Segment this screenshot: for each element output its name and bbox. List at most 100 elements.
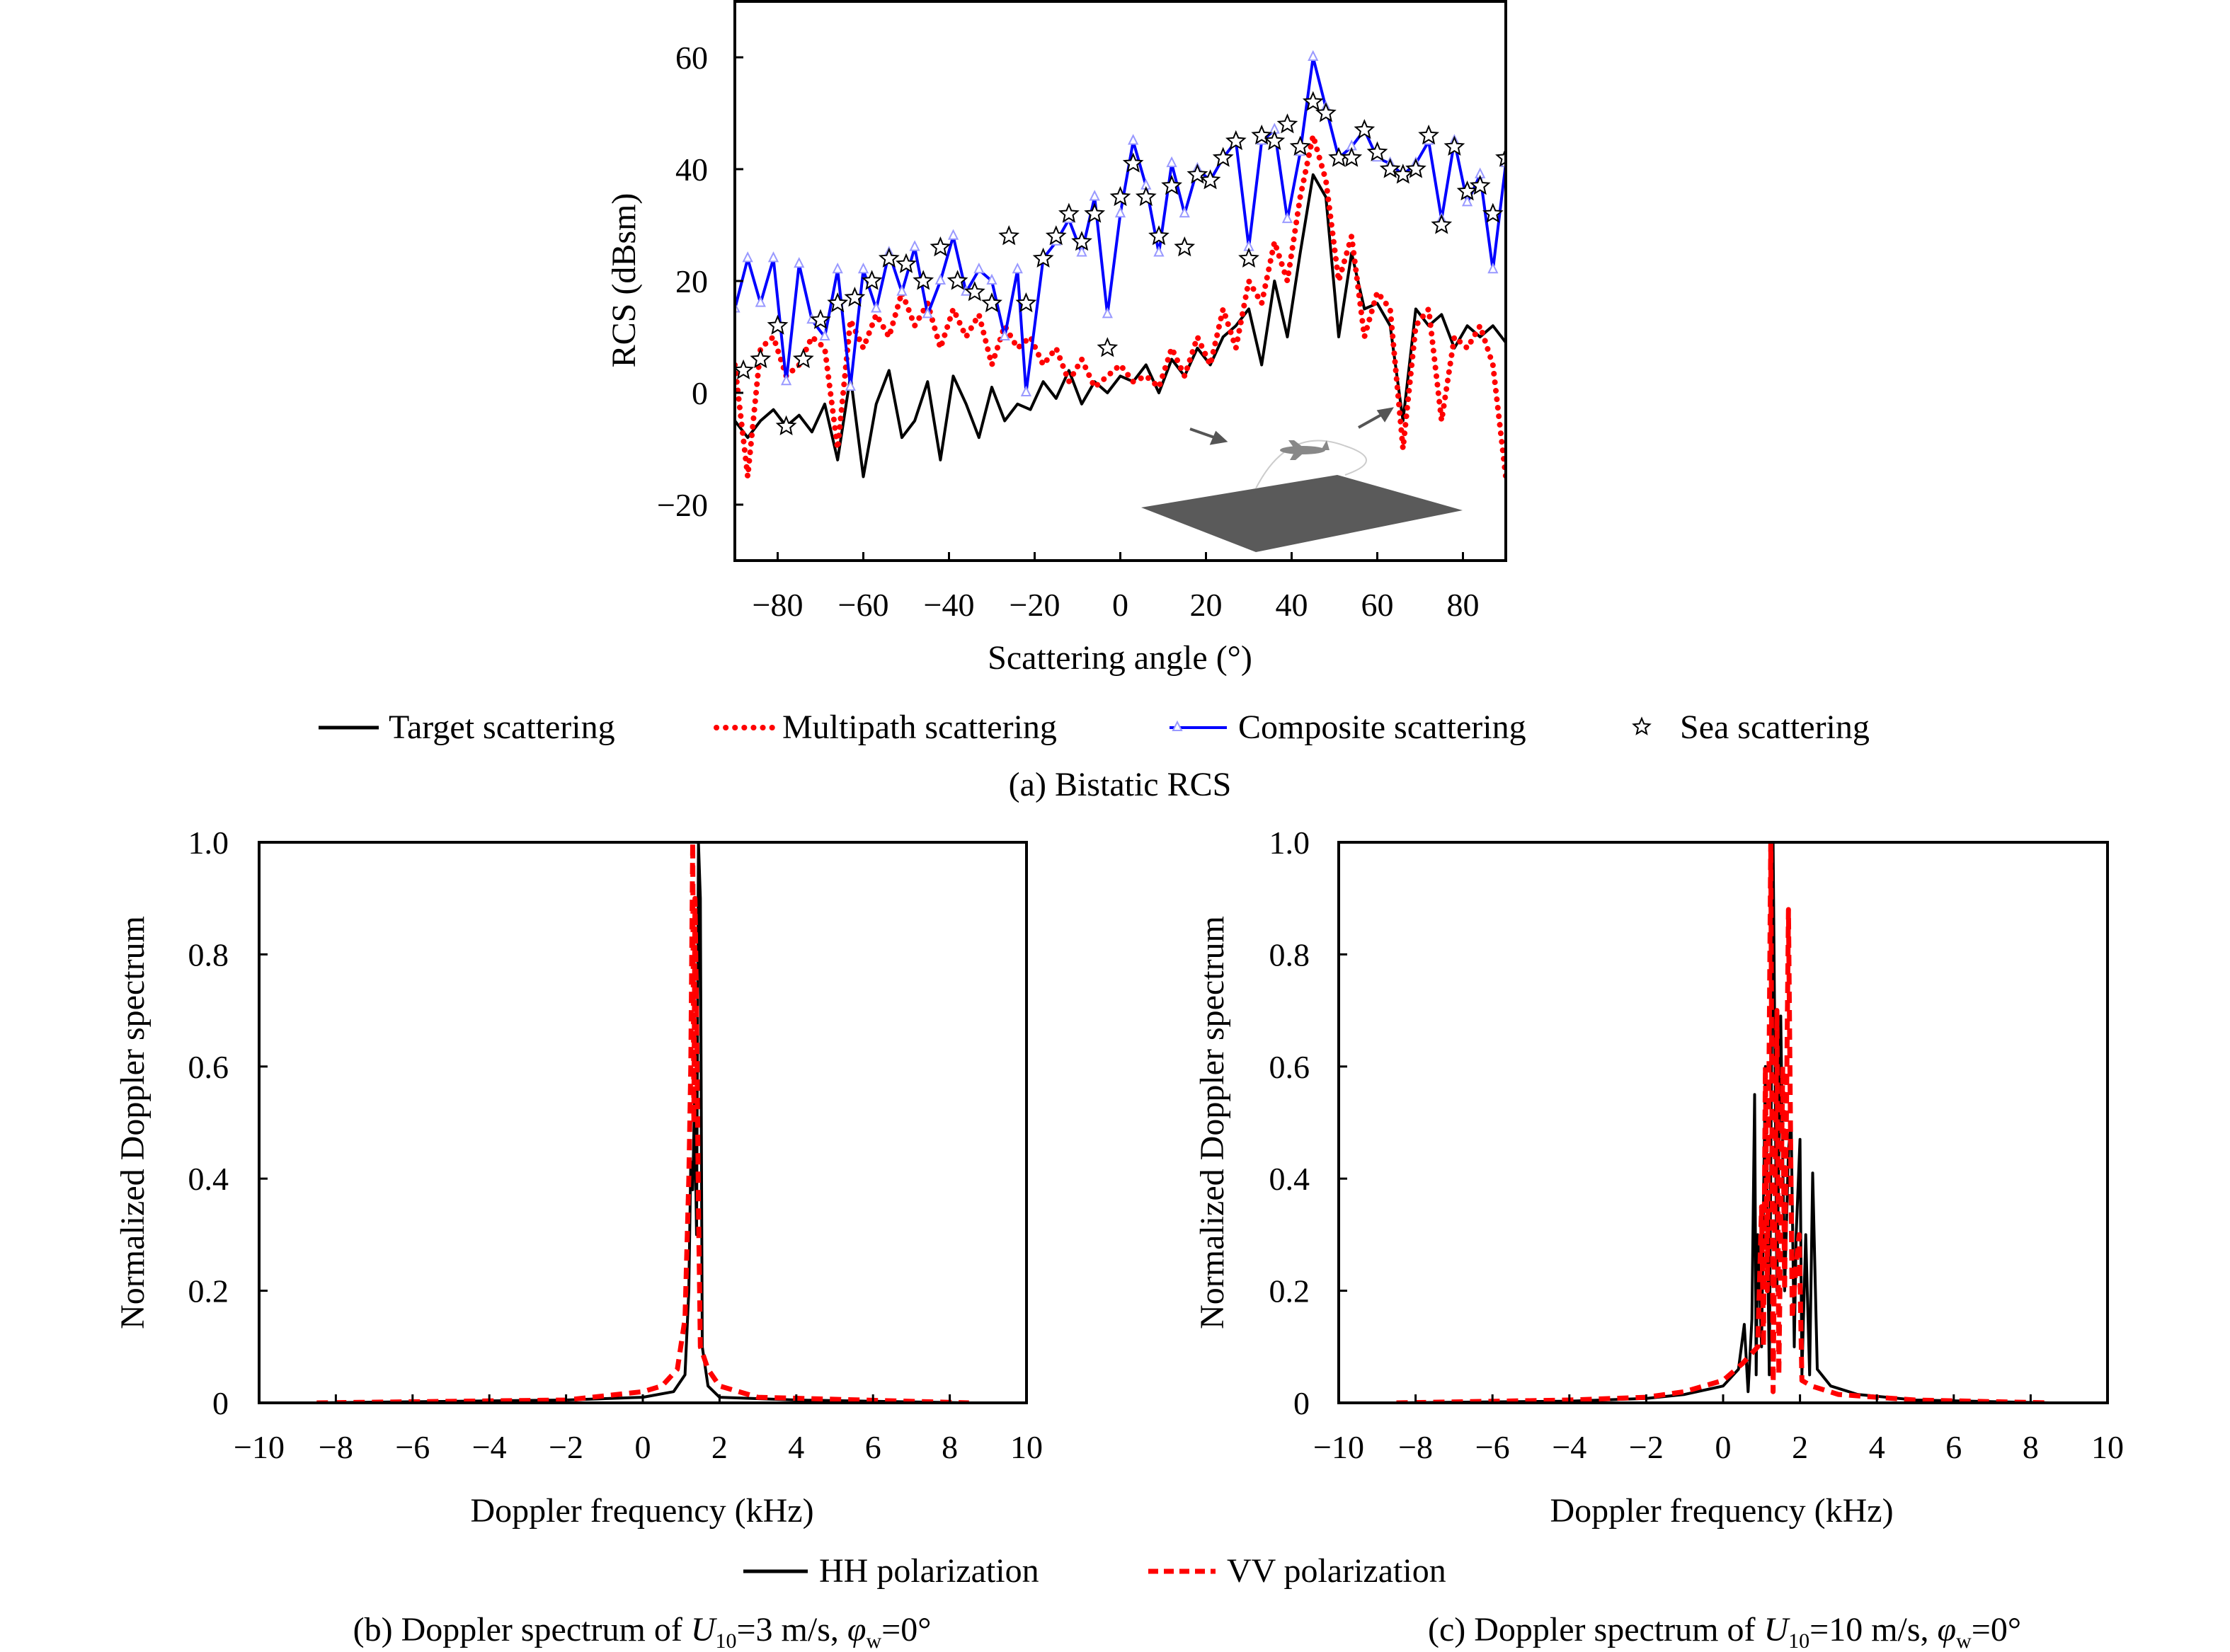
sea-scattering-star-point: [1443, 135, 1465, 156]
incident-arrow-icon: [1189, 428, 1228, 445]
x-tick-label: 60: [1361, 587, 1394, 623]
sea-scattering-star-point: [1135, 185, 1157, 207]
sea-scattering-star-point: [1058, 202, 1080, 223]
y-tick-label: 0: [692, 375, 708, 411]
legend-label-hh: HH polarization: [819, 1552, 1039, 1590]
sea-scattering-star-point: [1366, 141, 1388, 161]
x-tick-label: 8: [2023, 1429, 2039, 1465]
legend-label-sea: Sea scattering: [1680, 709, 1870, 746]
x-tick-label: −6: [395, 1429, 430, 1465]
sea-scattering-star-point: [1495, 147, 1506, 167]
composite-triangle-point: [922, 307, 933, 319]
y-tick-label: 60: [675, 40, 708, 76]
sea-scattering-star-point: [1418, 124, 1439, 145]
composite-triangle-point: [1487, 262, 1499, 274]
series-target-scattering-line: [735, 173, 1506, 478]
series-vv-polarization-line: [316, 842, 969, 1403]
scene-inset-illustration: [1141, 407, 1463, 552]
airplane-icon: [1280, 440, 1330, 460]
sea-scattering-star-point: [1084, 202, 1106, 223]
sea-scattering-star-point: [878, 247, 900, 268]
sea-scattering-star-point: [1199, 169, 1221, 190]
x-tick-label: 20: [1190, 587, 1223, 623]
composite-triangle-point: [845, 379, 856, 391]
sea-scattering-star-point: [750, 348, 772, 369]
x-tick-label: 0: [635, 1429, 651, 1465]
legend-label-vv: VV polarization: [1227, 1552, 1446, 1590]
composite-triangle-point: [947, 229, 959, 240]
x-tick-label: −8: [1398, 1429, 1433, 1465]
y-tick-label: 40: [675, 151, 708, 188]
y-tick-label: 0.6: [188, 1049, 229, 1085]
x-tick-label: 6: [1945, 1429, 1962, 1465]
sea-scattering-star-point: [810, 309, 831, 329]
sea-scattering-star-point: [981, 292, 1002, 313]
sea-scattering-star-point: [1148, 225, 1170, 246]
y-axis-label-c: Normalized Doppler spectrum: [1194, 916, 1231, 1329]
sea-scattering-star-point: [930, 236, 951, 257]
composite-triangle-point: [1114, 206, 1126, 218]
series-vv-polarization-line: [1396, 842, 2050, 1403]
y-tick-label: 1.0: [1269, 825, 1310, 861]
composite-triangle-point: [934, 273, 947, 285]
composite-triangle-point: [909, 240, 920, 251]
sea-scattering-star-point: [1392, 164, 1414, 184]
sea-scattering-star-point: [947, 270, 968, 290]
y-tick-label: 0.2: [1269, 1273, 1310, 1309]
composite-triangle-point: [1076, 246, 1087, 257]
composite-triangle-point: [986, 273, 997, 285]
sea-scattering-star-point: [1315, 102, 1337, 122]
panel-c-doppler-10ms: −10 −8 −6 −4 −2 0 2 4 6 8 10 0 0.2 0.4 0.6 0.8 1.0 Doppl…: [1194, 825, 2124, 1652]
sea-scattering-star-point: [1161, 175, 1182, 195]
legend-bc: HH polarization VV polarization: [743, 1552, 1446, 1590]
x-tick-label: −10: [234, 1429, 285, 1465]
composite-triangle-point: [871, 302, 882, 313]
sea-scattering-star-point: [896, 253, 917, 273]
series-group: [1396, 842, 2050, 1403]
scattered-arrow-icon: [1358, 407, 1394, 429]
x-tick-label: 0: [1112, 587, 1128, 623]
x-tick-label: −60: [838, 587, 889, 623]
composite-triangle-point: [973, 262, 985, 274]
x-tick-label: −4: [472, 1429, 507, 1465]
legend-label-composite: Composite scattering: [1238, 709, 1526, 746]
x-axis-label-b: Doppler frequency (kHz): [470, 1492, 813, 1530]
x-tick-label: −2: [1629, 1429, 1664, 1465]
sea-scattering-star-point: [767, 314, 789, 335]
y-axis-label-b: Normalized Doppler spectrum: [114, 916, 151, 1329]
plot-frame: [1337, 841, 2109, 1404]
star-marker-icon: [1632, 716, 1652, 735]
sea-scattering-star-point: [1431, 214, 1453, 234]
plot-area-c: −10 −8 −6 −4 −2 0 2 4 6 8 10 0 0.2 0.4 0.6 0.8 1.0: [1269, 825, 2125, 1465]
sea-scattering-star-point: [1354, 119, 1376, 139]
plot-frame: [258, 841, 1028, 1404]
x-tick-label: −8: [319, 1429, 353, 1465]
sea-scattering-star-point: [1238, 247, 1259, 268]
x-tick-label: 10: [1010, 1429, 1043, 1465]
sea-scattering-star-point: [1097, 337, 1119, 357]
composite-triangle-point: [1102, 307, 1113, 319]
y-tick-label: 20: [675, 263, 708, 299]
series-hh-polarization-line: [316, 842, 969, 1403]
x-tick-label: 2: [1792, 1429, 1808, 1465]
triangle-marker-icon: [1172, 720, 1183, 731]
y-tick-label: 0: [212, 1385, 229, 1421]
x-tick-label: 2: [711, 1429, 728, 1465]
y-tick-label: 0.8: [188, 936, 229, 973]
y-tick-label: 1.0: [188, 825, 229, 861]
sea-scattering-star-point: [1174, 236, 1196, 257]
sea-scattering-star-point: [735, 359, 754, 379]
sea-scattering-star-point: [844, 287, 866, 307]
series-hh-polarization-line: [1396, 842, 2050, 1403]
x-tick-label: 6: [865, 1429, 881, 1465]
sea-scattering-star-point: [1264, 130, 1286, 151]
composite-triangle-point: [1308, 50, 1319, 61]
composite-triangle-point: [1281, 212, 1293, 224]
x-tick-label: −10: [1313, 1429, 1364, 1465]
composite-triangle-point: [999, 329, 1010, 340]
composite-triangle-point: [1089, 190, 1100, 201]
y-tick-label: 0.8: [1269, 936, 1310, 973]
x-tick-label: 8: [942, 1429, 958, 1465]
plot-area-a: −80 −60 −40 −20 0 20 40 60 80 −20 0 20 40 60: [657, 0, 1507, 623]
